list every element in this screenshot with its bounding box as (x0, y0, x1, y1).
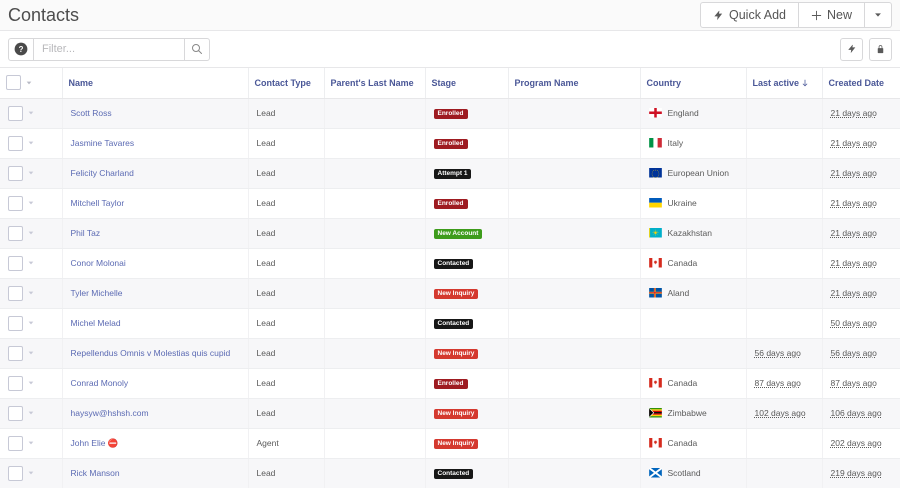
svg-text:?: ? (19, 45, 24, 54)
